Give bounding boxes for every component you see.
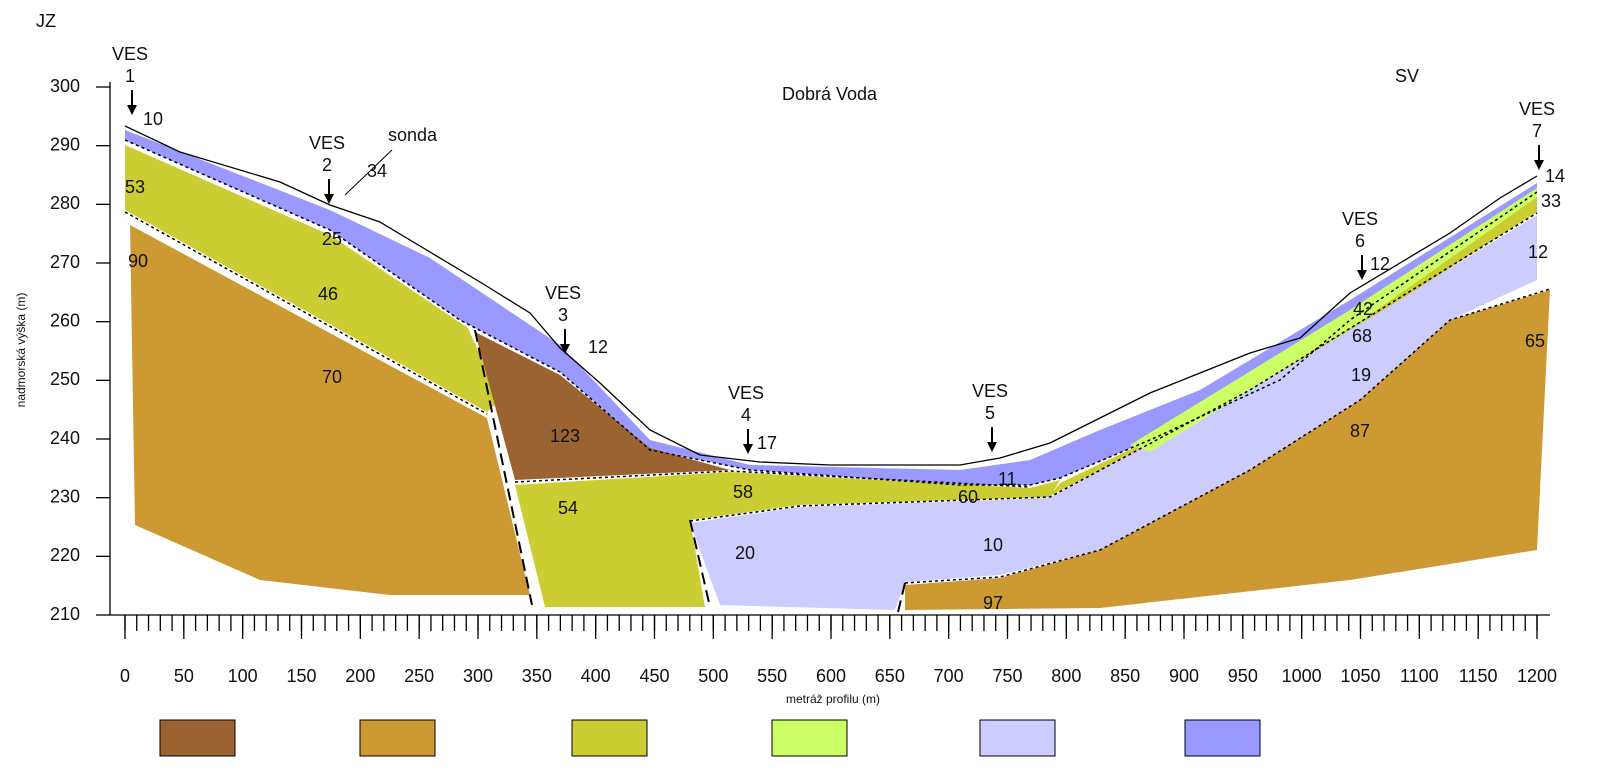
legend-swatch [572, 720, 647, 756]
y-tick-label: 220 [50, 545, 80, 565]
resistivity-label: 97 [983, 593, 1003, 613]
ves-number: 3 [558, 305, 568, 325]
x-tick-label: 350 [522, 666, 552, 686]
ves-number: 6 [1355, 231, 1365, 251]
legend-swatch [772, 720, 847, 756]
x-tick-label: 1000 [1282, 666, 1322, 686]
x-tick-label: 1150 [1459, 666, 1498, 686]
y-tick-label: 260 [50, 310, 80, 330]
ves-number: 1 [125, 66, 135, 86]
x-tick-label: 1050 [1340, 666, 1380, 686]
x-tick-label: 200 [345, 666, 375, 686]
x-tick-label: 150 [286, 666, 316, 686]
resistivity-label: 46 [318, 284, 338, 304]
resistivity-label: 12 [1528, 242, 1548, 262]
x-tick-label: 750 [992, 666, 1022, 686]
ves-name: VES [309, 133, 345, 153]
ves-name: VES [545, 283, 581, 303]
ves-arrowhead [127, 105, 137, 115]
y-tick-label: 240 [50, 428, 80, 448]
ves-arrowhead [1534, 160, 1544, 170]
resistivity-label: 11 [998, 469, 1017, 489]
x-tick-label: 500 [698, 666, 728, 686]
resistivity-label: 60 [958, 487, 978, 507]
x-tick-label: 1200 [1517, 666, 1557, 686]
y-tick-label: 270 [50, 252, 80, 272]
resistivity-label: 65 [1525, 331, 1545, 351]
resistivity-label: 33 [1541, 191, 1561, 211]
resistivity-label: 54 [558, 498, 578, 518]
x-tick-label: 0 [120, 666, 130, 686]
place-name: Dobrá Voda [782, 84, 878, 104]
x-tick-label: 100 [228, 666, 258, 686]
x-tick-label: 800 [1051, 666, 1081, 686]
resistivity-label: 70 [322, 367, 342, 387]
resistivity-label: 14 [1545, 166, 1565, 186]
resistivity-label: 68 [1352, 326, 1372, 346]
y-tick-label: 300 [50, 76, 80, 96]
x-tick-label: 300 [463, 666, 493, 686]
ves-name: VES [728, 383, 764, 403]
legend-swatch [980, 720, 1055, 756]
x-tick-label: 950 [1228, 666, 1258, 686]
x-tick-label: 650 [875, 666, 905, 686]
resistivity-label: 90 [128, 251, 148, 271]
x-axis-title: metráž profilu (m) [786, 692, 880, 706]
y-tick-label: 210 [50, 604, 80, 624]
y-tick-label: 250 [50, 369, 80, 389]
resistivity-label: 20 [735, 543, 755, 563]
resistivity-label: 53 [125, 177, 145, 197]
x-tick-label: 1100 [1400, 666, 1439, 686]
legend-swatch [360, 720, 435, 756]
resistivity-label: 123 [550, 426, 580, 446]
ves-number: 4 [741, 405, 751, 425]
legend-swatch [160, 720, 235, 756]
x-tick-label: 900 [1169, 666, 1199, 686]
label-ne: SV [1395, 66, 1419, 86]
label-sw: JZ [36, 11, 56, 31]
x-tick-label: 600 [816, 666, 846, 686]
ves-arrowhead [743, 444, 753, 454]
resistivity-label: 17 [757, 433, 777, 453]
resistivity-label: 10 [143, 109, 163, 129]
legend-swatch [1185, 720, 1260, 756]
x-tick-label: 250 [404, 666, 434, 686]
ves-number: 7 [1532, 121, 1542, 141]
x-tick-label: 450 [639, 666, 669, 686]
ves-arrowhead [987, 442, 997, 452]
ves-name: VES [112, 44, 148, 64]
legend [160, 720, 1260, 756]
resistivity-label: 12 [588, 337, 608, 357]
x-tick-label: 700 [934, 666, 964, 686]
ves-name: VES [1342, 209, 1378, 229]
resistivity-label: 19 [1351, 365, 1371, 385]
x-tick-label: 400 [581, 666, 611, 686]
resistivity-label: 58 [733, 482, 753, 502]
y-tick-label: 230 [50, 486, 80, 506]
resistivity-label: 25 [322, 229, 342, 249]
y-tick-label: 280 [50, 193, 80, 213]
resistivity-label: 10 [983, 535, 1003, 555]
ves-arrowhead [1357, 270, 1367, 280]
ves-number: 5 [985, 403, 995, 423]
resistivity-label: 42 [1353, 299, 1373, 319]
x-tick-label: 850 [1110, 666, 1140, 686]
ves-number: 2 [322, 155, 332, 175]
probe-label: sonda [388, 125, 438, 145]
ves-name: VES [1519, 99, 1555, 119]
ves-name: VES [972, 381, 1008, 401]
cross-section: JZ SV Dobrá Voda sonda metráž profilu (m… [0, 0, 1598, 772]
resistivity-label: 87 [1350, 421, 1370, 441]
resistivity-label: 34 [367, 161, 387, 181]
x-tick-label: 550 [757, 666, 787, 686]
resistivity-label: 12 [1370, 254, 1390, 274]
y-tick-label: 290 [50, 134, 80, 154]
x-tick-label: 50 [174, 666, 194, 686]
y-axis-title: nadmorská výška (m) [14, 293, 28, 408]
